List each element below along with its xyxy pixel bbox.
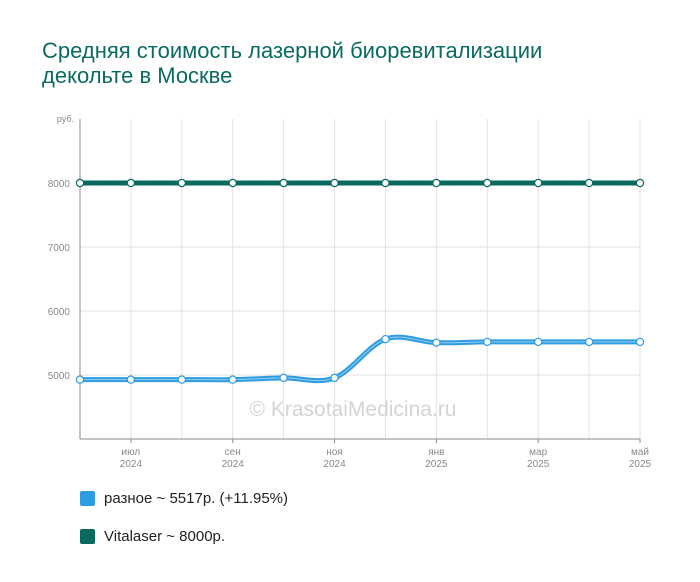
legend-item-vitalaser[interactable]: Vitalaser ~ 8000р. [80,526,288,546]
watermark: © KrasotaiMedicina.ru [250,398,457,421]
x-tick-label-year: 2024 [120,459,143,470]
data-point [432,338,441,347]
legend-label: разное ~ 5517р. (+11.95%) [104,489,289,507]
legend-label: Vitalaser ~ 8000р. [104,527,226,545]
x-tick-label-year: 2024 [222,459,245,470]
y-axis-unit: руб. [57,114,74,124]
data-point [483,337,492,347]
data-point [126,375,136,384]
data-point [635,337,645,347]
data-point [330,178,339,188]
x-tick-label-month: июл [122,447,141,458]
data-point [75,178,85,188]
data-point [381,178,390,188]
x-tick-label-month: мар [529,447,547,458]
series-разное [75,334,645,384]
data-point [533,337,543,347]
data-point [228,178,237,188]
data-point [584,178,594,188]
x-tick-label-month: ноя [326,447,343,458]
series-vitalaser [75,178,645,188]
line-chart: 5000600070008000руб.июл2024сен2024ноя202… [48,114,652,470]
data-point [330,373,339,383]
data-point [177,178,187,188]
x-tick-label-year: 2025 [629,459,652,470]
x-tick-label-year: 2024 [323,459,346,470]
axes: 5000600070008000руб.июл2024сен2024ноя202… [48,114,652,470]
data-point [584,337,594,347]
data-point [177,375,187,384]
data-point [381,334,390,344]
series-layer [75,178,645,384]
y-tick-label: 7000 [48,243,71,254]
x-tick-label-month: сен [225,447,241,458]
legend: разное ~ 5517р. (+11.95%) Vitalaser ~ 80… [80,488,288,564]
x-tick-label-year: 2025 [527,459,550,470]
y-tick-label: 8000 [48,179,71,190]
data-point [228,375,237,384]
legend-item-raznoe[interactable]: разное ~ 5517р. (+11.95%) [80,488,288,508]
x-tick-label-month: янв [428,447,444,458]
chart-title: Средняя стоимость лазерной биоревитализа… [42,38,543,88]
y-tick-label: 6000 [48,307,71,318]
legend-swatch [80,528,95,544]
legend-swatch [80,490,95,506]
data-point [279,373,288,383]
data-point [432,178,441,188]
data-point [126,178,136,188]
data-point [483,178,492,188]
data-point [533,178,543,188]
data-point [279,178,288,188]
data-point [75,375,85,384]
x-tick-label-month: май [631,447,649,458]
data-point [635,178,645,188]
x-tick-label-year: 2025 [425,459,448,470]
grid [80,119,641,439]
y-tick-label: 5000 [48,371,71,382]
